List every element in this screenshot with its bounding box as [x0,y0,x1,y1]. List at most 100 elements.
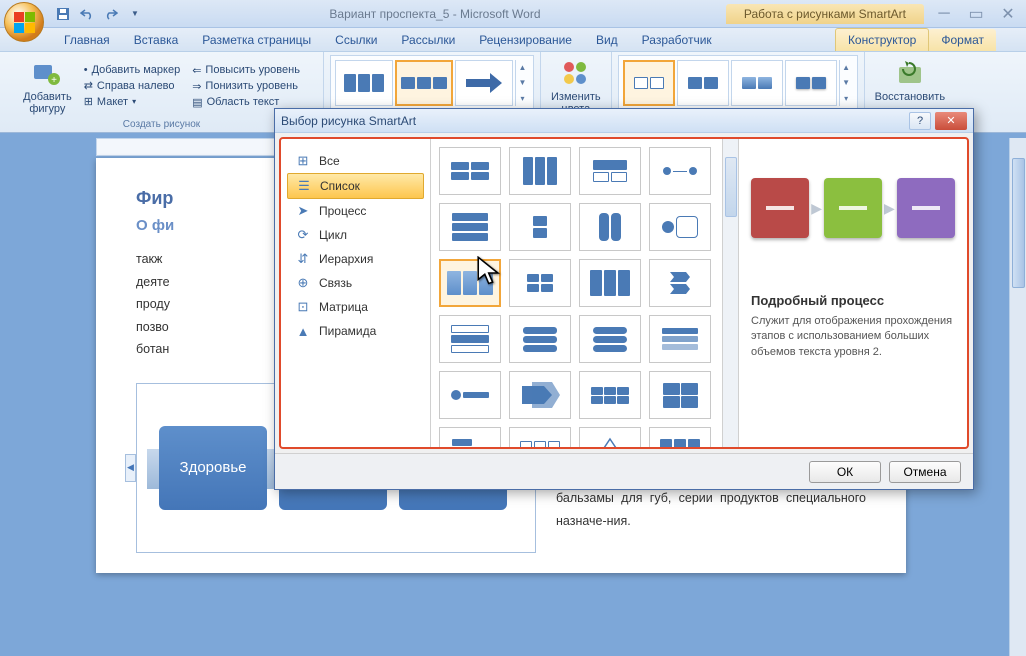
gallery-thumb[interactable] [509,315,571,363]
category-pyramid[interactable]: ▲Пирамида [287,319,424,343]
reset-icon [894,57,926,89]
scrollbar-thumb[interactable] [1012,158,1025,288]
category-label: Список [320,179,360,193]
demote-label: Понизить уровень [205,80,298,92]
quick-access-toolbar: ▼ [54,5,144,23]
hierarchy-icon: ⇵ [295,251,311,267]
demote-icon: ⇒ [192,80,201,93]
gallery-thumb[interactable] [439,147,501,195]
matrix-icon: ⊡ [295,299,311,315]
tab-mailings[interactable]: Рассылки [389,29,467,51]
gallery-thumb[interactable] [579,147,641,195]
dialog-help-button[interactable]: ? [909,112,931,130]
category-list-sel[interactable]: ☰ Список [287,173,424,199]
save-icon[interactable] [54,5,72,23]
style-gallery-spinner[interactable]: ▲▼▾ [839,60,853,106]
maximize-button[interactable]: ▭ [964,6,988,22]
gallery-thumb[interactable] [649,147,711,195]
style-thumb-selected[interactable] [623,60,675,106]
gallery-thumb[interactable] [509,427,571,447]
smartart-item[interactable]: Здоровье [159,426,267,510]
gallery-thumb[interactable] [439,427,501,447]
minimize-button[interactable]: ─ [932,6,956,22]
vertical-scrollbar[interactable] [1009,138,1026,656]
cancel-button[interactable]: Отмена [889,461,961,483]
layout-thumb[interactable] [455,60,513,106]
category-cycle[interactable]: ⟳ Цикл [287,223,424,247]
add-bullet-button[interactable]: •Добавить маркер [80,63,185,77]
gallery-thumb[interactable] [579,259,641,307]
gallery-thumb[interactable] [509,259,571,307]
rtl-button[interactable]: ⇄Справа налево [80,78,185,93]
tab-design[interactable]: Конструктор [835,28,929,51]
promote-label: Повысить уровень [205,64,300,76]
layout-label: Макет [97,96,128,108]
gallery-thumb[interactable] [439,203,501,251]
tab-format[interactable]: Формат [929,29,996,51]
cycle-icon: ⟳ [295,227,311,243]
gallery-thumb[interactable] [649,371,711,419]
layout-gallery-spinner[interactable]: ▲▼▾ [515,60,529,106]
demote-button[interactable]: ⇒ Понизить уровень [188,79,304,94]
style-thumb[interactable] [677,60,729,106]
reset-button[interactable]: Восстановить [871,55,949,105]
office-button[interactable] [4,2,44,42]
category-label: Цикл [319,228,347,242]
gallery-thumb[interactable] [649,315,711,363]
redo-icon[interactable] [102,5,120,23]
tab-view[interactable]: Вид [584,29,630,51]
gallery-thumb[interactable] [509,147,571,195]
dialog-title: Выбор рисунка SmartArt [281,114,909,128]
dialog-titlebar[interactable]: Выбор рисунка SmartArt ? ✕ [275,109,973,133]
gallery-thumb[interactable] [579,371,641,419]
ok-button[interactable]: ОК [809,461,881,483]
titlebar: ▼ Вариант проспекта_5 - Microsoft Word Р… [0,0,1026,28]
gallery-thumb-selected[interactable] [439,259,501,307]
preview-title: Подробный процесс [751,293,955,308]
gallery-thumb[interactable] [579,315,641,363]
tab-insert[interactable]: Вставка [122,29,191,51]
list-icon: ☰ [296,178,312,194]
layout-thumb-selected[interactable] [395,60,453,106]
change-colors-icon [560,57,592,89]
tab-references[interactable]: Ссылки [323,29,389,51]
layout-thumb[interactable] [335,60,393,106]
promote-button[interactable]: ⇐Повысить уровень [188,63,304,78]
category-process[interactable]: ➤Процесс [287,199,424,223]
gallery-thumb[interactable] [439,315,501,363]
tab-developer[interactable]: Разработчик [630,29,724,51]
layout-button[interactable]: ⊞Макет ▾ [80,94,185,109]
gallery-scrollbar-thumb[interactable] [725,157,737,217]
gallery-thumb[interactable] [579,203,641,251]
add-shape-button[interactable]: + Добавить фигуру [19,55,76,117]
gallery-thumb[interactable] [439,371,501,419]
tab-page-layout[interactable]: Разметка страницы [190,29,323,51]
dialog-body: ⊞Все ☰ Список ➤Процесс ⟳ Цикл ⇵Иерархия ⊕С… [279,137,969,449]
style-thumb[interactable] [731,60,783,106]
preview-pane: ▶ ▶ Подробный процесс Служит для отображ… [739,139,967,447]
rtl-icon: ⇄ [84,79,93,92]
category-hierarchy[interactable]: ⇵Иерархия [287,247,424,271]
gallery-thumb[interactable] [649,203,711,251]
close-button[interactable]: ✕ [996,6,1020,22]
add-bullet-label: Добавить маркер [92,64,181,76]
gallery-thumb[interactable] [509,203,571,251]
category-all[interactable]: ⊞Все [287,149,424,173]
gallery-thumb[interactable] [579,427,641,447]
tab-home[interactable]: Главная [52,29,122,51]
gallery-thumb[interactable] [509,371,571,419]
chevron-icon: ▶ [811,200,822,217]
style-thumb[interactable] [785,60,837,106]
text-pane-toggle[interactable]: ◀ [125,454,136,482]
gallery-thumb[interactable] [649,427,711,447]
gallery-thumb[interactable] [649,259,711,307]
category-label: Все [319,154,340,168]
gallery-scrollbar[interactable] [722,139,738,447]
category-matrix[interactable]: ⊡Матрица [287,295,424,319]
category-relationship[interactable]: ⊕Связь [287,271,424,295]
tab-review[interactable]: Рецензирование [467,29,584,51]
dialog-close-button[interactable]: ✕ [935,112,967,130]
preview-card [751,178,809,238]
undo-icon[interactable] [78,5,96,23]
qat-dropdown-icon[interactable]: ▼ [126,5,144,23]
